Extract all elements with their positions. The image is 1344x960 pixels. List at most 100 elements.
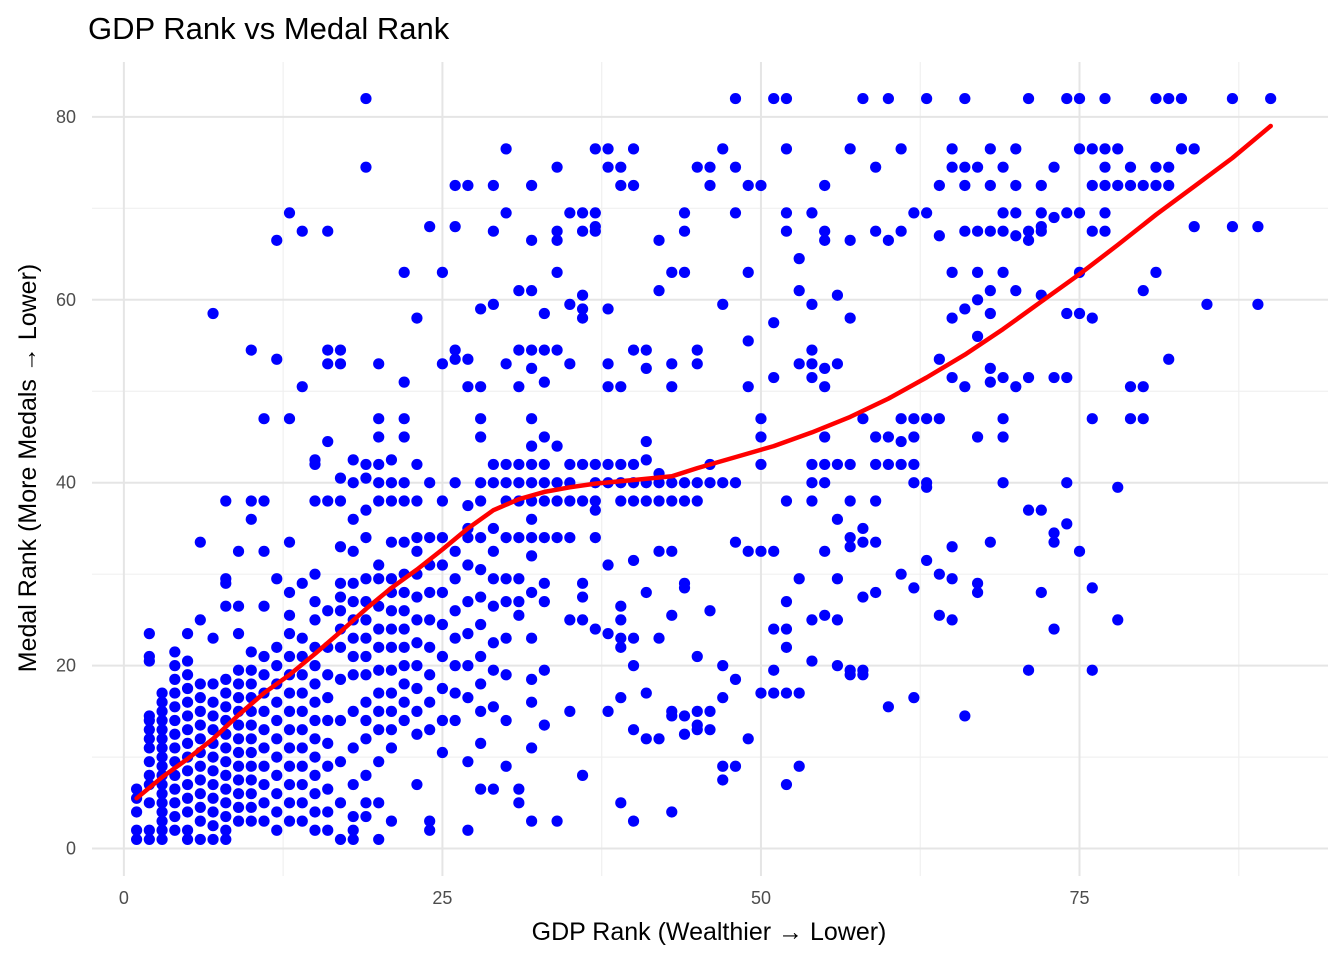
data-point [1048, 371, 1060, 384]
data-point [373, 641, 385, 653]
data-point [130, 806, 143, 818]
data-point [258, 600, 270, 612]
data-point [475, 531, 487, 544]
data-point [462, 559, 474, 571]
data-point [1061, 207, 1073, 219]
data-point [232, 746, 245, 759]
data-point [806, 207, 818, 219]
data-point [564, 531, 576, 544]
data-point [436, 495, 449, 507]
data-point [1163, 179, 1175, 192]
data-point [283, 687, 296, 699]
data-point [194, 705, 206, 717]
data-point [870, 586, 882, 599]
data-point [615, 692, 627, 704]
data-point [615, 495, 627, 507]
data-point [526, 440, 538, 452]
data-point [271, 573, 283, 585]
data-point [232, 774, 245, 786]
data-point [526, 550, 538, 562]
data-point [538, 307, 550, 320]
data-point [309, 788, 321, 800]
data-point [551, 440, 563, 452]
data-point [946, 573, 958, 585]
data-point [602, 358, 614, 370]
x-axis-title: GDP Rank (Wealthier → Lower) [532, 918, 887, 946]
data-point [959, 710, 971, 722]
data-point [666, 495, 678, 507]
data-point [296, 778, 308, 791]
data-point [691, 705, 703, 717]
data-point [475, 591, 487, 603]
data-point [181, 669, 194, 681]
data-point [717, 760, 729, 772]
data-point [245, 801, 257, 814]
data-point [538, 376, 550, 388]
data-point [819, 609, 831, 621]
data-point [436, 559, 449, 571]
data-point [424, 824, 436, 836]
data-point [1035, 504, 1047, 516]
data-point [220, 673, 232, 685]
data-point [436, 618, 449, 631]
data-point [1099, 92, 1111, 105]
data-point [296, 669, 308, 681]
data-point [169, 673, 181, 685]
data-point [526, 586, 538, 599]
data-point [156, 824, 168, 836]
data-point [526, 179, 538, 192]
data-point [220, 742, 232, 754]
data-point [207, 820, 219, 832]
data-point [385, 664, 398, 676]
data-point [194, 788, 206, 800]
data-point [283, 815, 296, 827]
data-point [627, 458, 640, 471]
data-point [678, 225, 691, 237]
data-point [831, 358, 844, 370]
data-point [755, 431, 767, 443]
data-point [678, 207, 691, 219]
data-point [385, 495, 398, 507]
data-point [526, 458, 538, 471]
data-point [411, 312, 423, 324]
data-point [271, 806, 283, 818]
data-point [207, 778, 219, 791]
data-point [360, 797, 372, 809]
data-point [322, 737, 334, 749]
data-point [475, 618, 487, 631]
data-point [793, 760, 805, 772]
data-point [424, 696, 436, 708]
data-point [1099, 179, 1111, 192]
data-point [793, 285, 805, 297]
data-point [513, 458, 525, 471]
data-point [1010, 230, 1022, 242]
x-tick-label: 25 [432, 888, 452, 908]
data-point [666, 545, 678, 557]
data-point [475, 431, 487, 443]
data-point [220, 600, 232, 612]
data-point [283, 536, 296, 548]
scatter-points [130, 92, 1277, 846]
data-point [870, 431, 882, 443]
data-point [1124, 381, 1137, 393]
data-point [143, 724, 155, 736]
x-tick-label: 0 [119, 888, 129, 908]
data-point [538, 719, 550, 731]
data-point [347, 705, 359, 717]
data-point [156, 760, 168, 772]
data-point [704, 179, 716, 192]
data-point [347, 454, 359, 466]
data-point [780, 207, 793, 219]
data-point [487, 783, 499, 795]
data-point [207, 307, 219, 320]
data-point [169, 660, 181, 672]
data-point [1175, 143, 1188, 155]
data-point [169, 728, 181, 740]
data-point [449, 605, 461, 617]
data-point [1163, 353, 1175, 365]
data-point [844, 664, 856, 676]
data-point [1188, 221, 1200, 233]
data-point [933, 568, 945, 580]
data-point [373, 573, 385, 585]
data-point [538, 477, 550, 489]
